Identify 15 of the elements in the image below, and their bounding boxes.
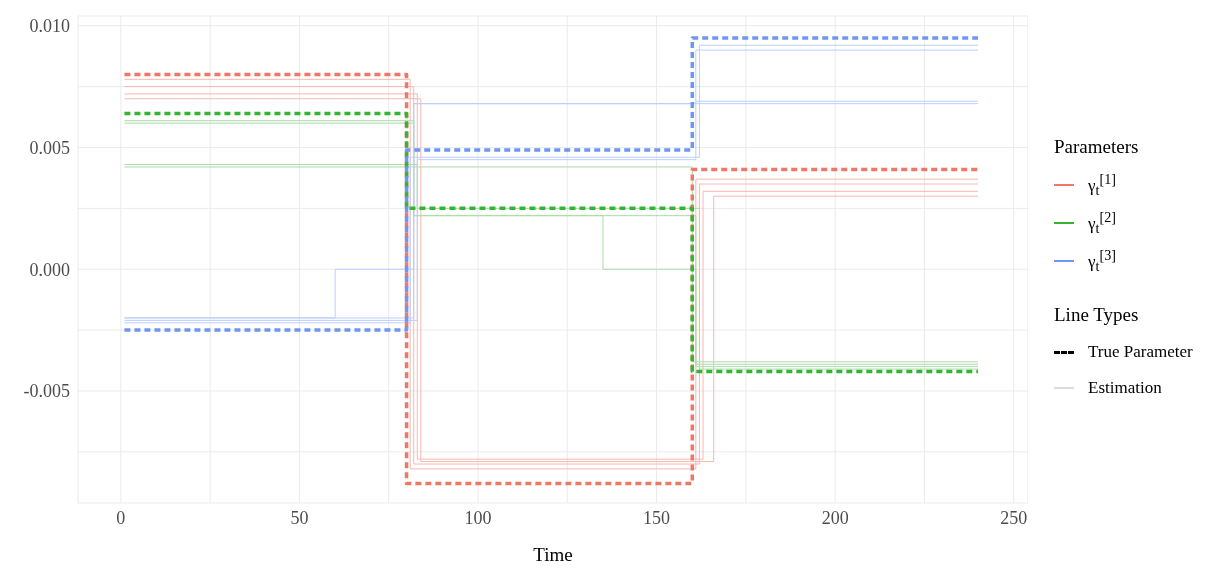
text: Line Types bbox=[1054, 304, 1140, 326]
y-tick-label: 0.005 bbox=[29, 137, 70, 158]
y-tick-label: 0.000 bbox=[29, 259, 70, 280]
x-tick-label: 100 bbox=[464, 507, 492, 528]
x-tick-label: 200 bbox=[821, 507, 849, 528]
x-tick-label: 50 bbox=[290, 507, 309, 528]
x-tick-label: 250 bbox=[1000, 507, 1028, 528]
y-tick-label: 0.010 bbox=[29, 16, 70, 37]
x-tick-label: 0 bbox=[116, 507, 126, 528]
x-axis-title: Time bbox=[533, 544, 573, 565]
text: Estimation bbox=[1088, 378, 1162, 398]
text: True Parameter bbox=[1088, 342, 1193, 362]
legend-title: Parameters bbox=[1054, 136, 1140, 158]
x-tick-label: 150 bbox=[643, 507, 671, 528]
y-tick-label: -0.005 bbox=[23, 381, 70, 402]
